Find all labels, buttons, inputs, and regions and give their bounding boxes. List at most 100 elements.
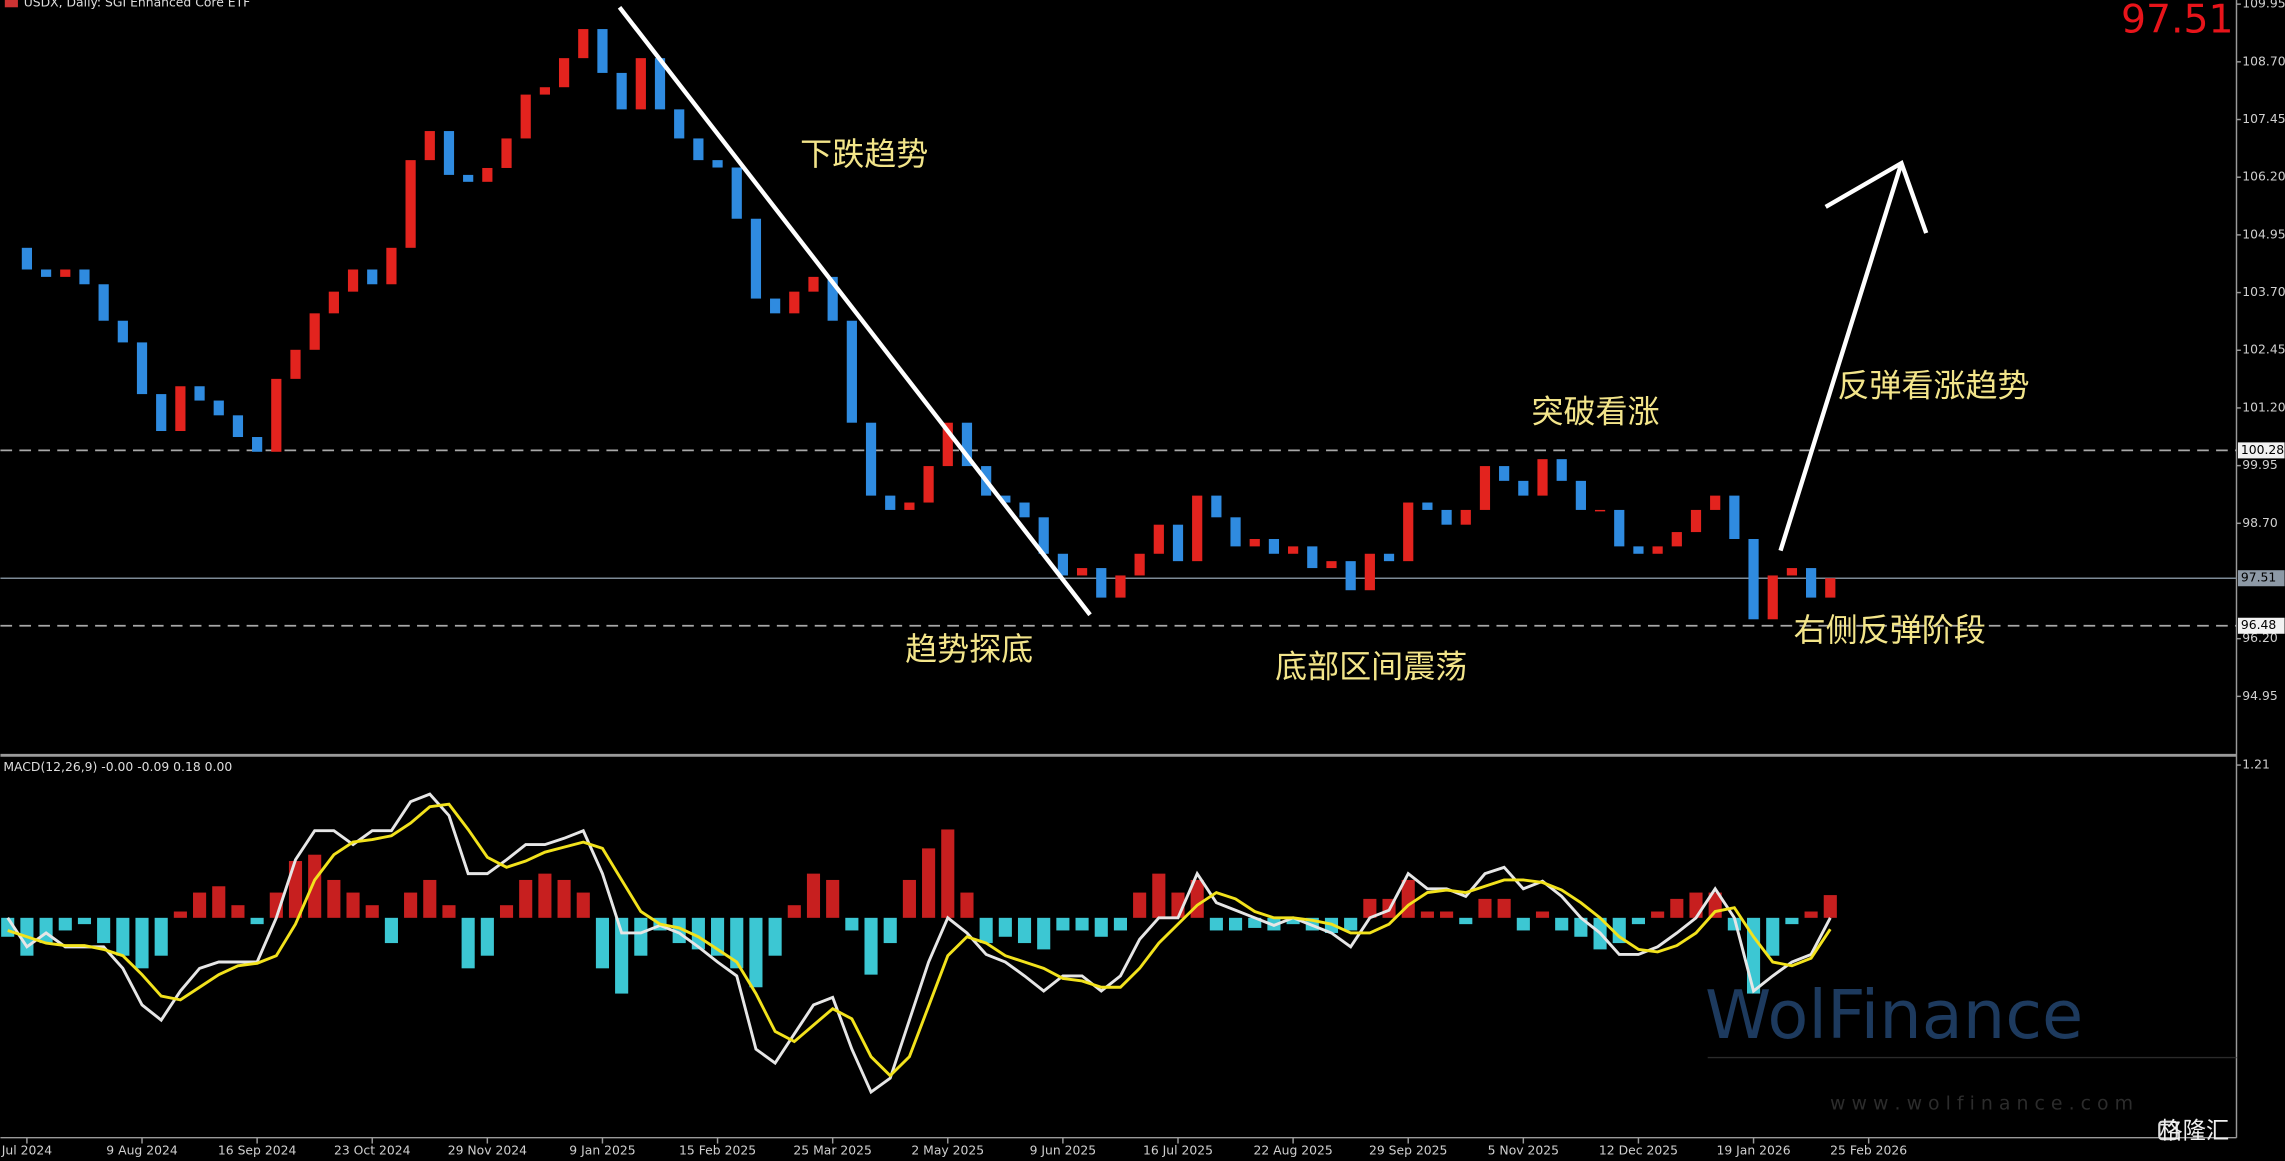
candle — [1057, 553, 1068, 576]
candle — [1825, 578, 1836, 598]
histogram-bar — [327, 879, 341, 918]
candle — [1096, 568, 1107, 598]
y-tick-label: 106.20 — [2242, 170, 2285, 184]
candle — [405, 160, 416, 248]
candle — [1192, 495, 1203, 562]
candle — [309, 313, 320, 350]
histogram-bar — [615, 917, 629, 994]
histogram-bar — [97, 917, 111, 944]
candle — [1326, 561, 1337, 569]
histogram-bar — [864, 917, 878, 975]
candle — [1249, 538, 1260, 547]
candle — [1153, 524, 1164, 554]
histogram-bar — [308, 854, 322, 918]
candle — [1575, 480, 1586, 510]
y-tick-label: 99.95 — [2242, 458, 2277, 472]
candle — [194, 386, 205, 401]
annotation: 下跌趋势 — [800, 135, 928, 173]
histogram-bar — [1113, 917, 1128, 931]
flag-icon — [4, 0, 18, 8]
histogram-bar — [423, 879, 437, 918]
price-level-box — [2237, 617, 2285, 634]
candle — [1268, 538, 1280, 554]
histogram-bar — [519, 879, 533, 918]
watermark-logo: 格隆汇 — [2159, 1117, 2229, 1144]
price-level-label: 97.51 — [2241, 571, 2276, 585]
candle — [482, 167, 493, 182]
histogram-bar — [1574, 917, 1588, 937]
candle — [21, 247, 33, 270]
histogram-bar — [960, 892, 974, 918]
histogram-bar — [634, 917, 648, 956]
histogram-bar — [557, 879, 571, 918]
candle — [79, 269, 90, 285]
candle — [290, 349, 301, 379]
candle — [923, 466, 934, 503]
y-tick-label: 103.70 — [2242, 285, 2285, 299]
price-level-label: 96.48 — [2241, 618, 2277, 632]
candle — [1307, 546, 1318, 569]
logo-icon — [2158, 1120, 2178, 1141]
candle — [1748, 538, 1759, 620]
histogram-bar — [1209, 917, 1223, 931]
y-tick-label: 101.20 — [2242, 400, 2285, 414]
price-level-box — [2237, 570, 2285, 587]
candle — [1288, 546, 1299, 554]
histogram-bar — [1017, 917, 1032, 944]
histogram-bar — [173, 911, 187, 918]
candle — [1556, 459, 1567, 481]
histogram-bar — [538, 873, 552, 918]
candle — [328, 291, 339, 314]
candle — [827, 276, 838, 321]
y-tick-label: 1.21 — [2242, 758, 2270, 772]
candle — [1710, 495, 1721, 510]
histogram-bar — [1516, 917, 1530, 931]
y-tick-label: 96.20 — [2242, 631, 2278, 645]
candle — [1345, 561, 1356, 591]
histogram-bar — [154, 917, 168, 956]
candle — [885, 495, 896, 510]
candle — [1614, 509, 1625, 547]
candle — [252, 437, 263, 452]
price-level-label: 100.28 — [2241, 443, 2284, 457]
candle — [271, 378, 282, 452]
candle — [1518, 480, 1529, 496]
candle — [213, 400, 224, 416]
candle — [539, 87, 550, 95]
candle — [232, 415, 244, 438]
histogram-bar — [998, 917, 1012, 937]
x-tick-label: 5 Nov 2025 — [1488, 1143, 1559, 1157]
candle — [1383, 553, 1395, 562]
histogram-bar — [1651, 911, 1665, 918]
candle — [1767, 575, 1778, 620]
histogram-bar — [979, 917, 993, 944]
macd-line — [6, 792, 1832, 1095]
histogram-bar — [365, 905, 379, 918]
y-tick-label: 108.70 — [2242, 54, 2285, 68]
candle — [616, 72, 627, 110]
candle — [424, 131, 435, 161]
annotation: 反弹看涨趋势 — [1837, 366, 2029, 404]
x-tick-label: 16 Jul 2025 — [1143, 1143, 1213, 1157]
histogram-bar — [1766, 917, 1780, 956]
histogram-bar — [1363, 898, 1377, 918]
watermark-brand: WolFinance — [1705, 976, 2083, 1054]
candle — [846, 320, 857, 423]
candle — [578, 29, 589, 59]
x-tick-label: 2 May 2025 — [911, 1143, 984, 1157]
candle — [463, 174, 474, 182]
candle — [1211, 495, 1222, 518]
candle — [961, 422, 973, 467]
candle — [808, 276, 819, 292]
histogram-bar — [39, 917, 53, 944]
plot-layer — [1, 29, 1837, 1095]
y-tick-label: 94.95 — [2242, 689, 2277, 703]
x-tick-label: 25 Mar 2025 — [793, 1143, 871, 1157]
histogram-bar — [595, 917, 610, 969]
y-tick-label: 107.45 — [2242, 112, 2285, 126]
candle — [136, 342, 148, 395]
histogram-bar — [346, 892, 360, 918]
histogram-bar — [212, 886, 226, 918]
histogram-bar — [883, 917, 897, 944]
